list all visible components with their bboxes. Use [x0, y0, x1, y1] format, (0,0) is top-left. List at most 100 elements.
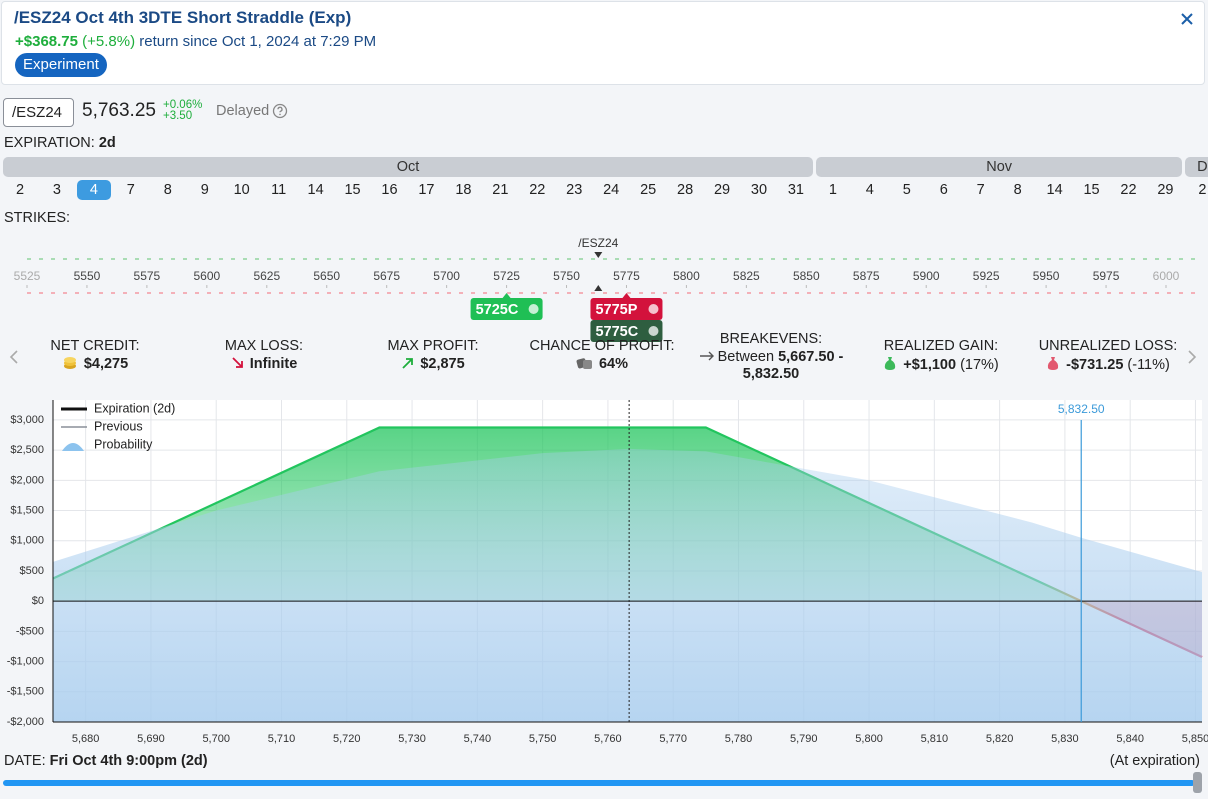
date-option[interactable]: 7 [126, 182, 135, 198]
date-option[interactable]: 2 [1198, 182, 1207, 198]
leg-label: 5725C [476, 302, 519, 318]
date-option[interactable]: 14 [307, 182, 324, 198]
strike-label: 6000 [1153, 269, 1180, 283]
date-option[interactable]: 28 [677, 182, 694, 198]
leg-box [470, 298, 543, 320]
y-tick-label: -$500 [16, 625, 44, 637]
strike-label: 5925 [973, 269, 1000, 283]
expiration: EXPIRATION: 2d [4, 135, 116, 151]
money-bag-icon [1047, 356, 1059, 370]
stat: MAX LOSS: Infinite [154, 338, 374, 373]
date-option[interactable]: 11 [271, 182, 287, 198]
symbol-input[interactable]: /ESZ24 [3, 98, 74, 127]
date-option[interactable]: 16 [381, 182, 398, 198]
at-expiration: (At expiration) [1109, 753, 1200, 769]
date-option[interactable]: 6 [939, 182, 948, 198]
date-slider[interactable] [3, 780, 1195, 786]
return-text: return since Oct 1, 2024 at 7:29 PM [139, 33, 377, 50]
date-option[interactable]: 8 [1013, 182, 1022, 198]
legend-key [62, 443, 84, 451]
date-option[interactable]: 30 [750, 182, 768, 198]
date-option[interactable]: 1 [828, 182, 837, 198]
leg-chip: 5775C [590, 320, 663, 342]
stat: REALIZED GAIN: +$1,100 (17%) [831, 338, 1051, 374]
slider-handle[interactable] [1193, 772, 1202, 793]
date-option[interactable]: 3 [52, 182, 61, 198]
change-pct: +0.06% [163, 99, 203, 111]
date-option[interactable]: 25 [640, 182, 657, 198]
stat-value: +$1,100 (17%) [831, 356, 1051, 375]
stat-label: MAX LOSS: [224, 338, 304, 354]
x-tick-label: 5,690 [137, 733, 165, 745]
x-tick-label: 5,760 [594, 733, 622, 745]
y-tick-label: $1,500 [10, 504, 44, 516]
date-option[interactable]: 21 [492, 182, 509, 198]
strike-label: 5650 [313, 269, 340, 283]
leg-box [590, 320, 663, 342]
help-icon[interactable] [272, 103, 288, 119]
leg-pointer [622, 293, 631, 298]
stat-value: -$731.25 (-11%) [998, 356, 1208, 375]
close-button[interactable] [1180, 12, 1194, 26]
x-tick-label: 5,720 [333, 733, 361, 745]
x-tick-label: 5,730 [398, 733, 426, 745]
x-tick-label: 5,810 [921, 733, 949, 745]
y-tick-label: $1,000 [10, 535, 44, 547]
date-option[interactable]: 4 [76, 180, 111, 200]
date-option[interactable]: 9 [200, 182, 209, 198]
stat-value: Infinite [154, 356, 374, 374]
stat-number: 64% [598, 355, 629, 372]
stat: MAX PROFIT: $2,875 [323, 338, 543, 373]
x-tick-label: 5,780 [725, 733, 753, 745]
date-option[interactable]: 31 [787, 182, 804, 198]
date-option[interactable]: 18 [455, 182, 472, 198]
date-option[interactable]: 22 [529, 182, 546, 198]
stat-note: (17%) [960, 356, 999, 373]
month-bar: D [1185, 157, 1208, 177]
return-line: +$368.75 (+5.8%) return since Oct 1, 202… [15, 33, 376, 50]
date-option[interactable]: 17 [418, 182, 435, 198]
underlying-label: /ESZ24 [578, 236, 618, 250]
strike-label: 5775 [613, 269, 640, 283]
y-tick-label: -$2,000 [7, 716, 44, 728]
stat-value: $4,275 [0, 356, 205, 374]
strike-label: 5850 [793, 269, 820, 283]
date-line: DATE: Fri Oct 4th 9:00pm (2d) [4, 753, 208, 769]
date-option[interactable]: 15 [1083, 182, 1100, 198]
strike-label: 5700 [433, 269, 460, 283]
date-option[interactable]: 24 [603, 182, 620, 198]
date-option[interactable]: 4 [865, 182, 874, 198]
stat-label: CHANCE OF PROFIT: [529, 338, 675, 354]
date-option[interactable]: 14 [1046, 182, 1063, 198]
date-option[interactable]: 5 [902, 182, 911, 198]
x-tick-label: 5,820 [986, 733, 1014, 745]
money-bag-icon [885, 356, 896, 370]
date-label: DATE: [4, 753, 46, 769]
date-option[interactable]: 10 [233, 182, 250, 198]
prev-button[interactable] [8, 349, 20, 365]
date-option[interactable]: 29 [713, 182, 731, 198]
date-option[interactable]: 23 [566, 182, 583, 198]
x-tick-label: 5,700 [202, 733, 230, 745]
date-option[interactable]: 22 [1120, 182, 1137, 198]
x-tick-label: 5,830 [1051, 733, 1079, 745]
x-tick-label: 5,750 [529, 733, 557, 745]
y-tick-label: $500 [20, 565, 44, 577]
x-tick-label: 5,800 [855, 733, 883, 745]
date-option[interactable]: 15 [344, 182, 361, 198]
stat-value: 64% [492, 356, 712, 374]
date-option[interactable]: 2 [15, 182, 25, 198]
delayed-status: Delayed [216, 103, 270, 119]
strike-label: 5875 [853, 269, 880, 283]
arrow-icon [699, 351, 714, 360]
up-arrow-icon [402, 357, 414, 369]
strike-label: 5750 [553, 269, 580, 283]
next-button[interactable] [1186, 349, 1198, 365]
legend-label: Expiration (2d) [94, 401, 175, 415]
price: 5,763.25 [82, 100, 156, 121]
leg-icon [648, 326, 659, 336]
date-option[interactable]: 7 [976, 182, 985, 198]
date-option[interactable]: 8 [163, 182, 172, 198]
date-option[interactable]: 29 [1157, 182, 1174, 198]
stat-value: Between 5,667.50- [661, 349, 881, 367]
